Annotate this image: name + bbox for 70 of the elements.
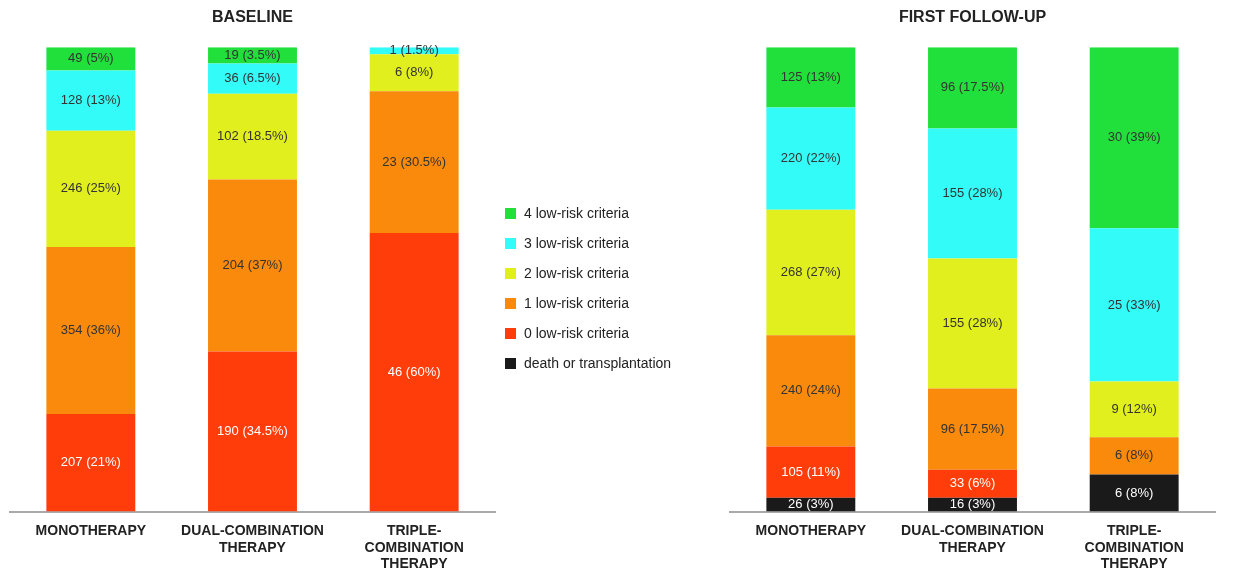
- bar: [766, 107, 856, 210]
- x-tick-label: DUAL-COMBINATION THERAPY: [181, 521, 324, 555]
- data-label: 268 (27%): [780, 264, 841, 280]
- x-tick-label: TRIPLE-COMBINATION THERAPY: [364, 521, 464, 572]
- x-tick-label: DUAL-COMBINATION THERAPY: [901, 521, 1044, 555]
- bar: [928, 47, 1017, 129]
- bar: [1089, 47, 1179, 229]
- data-label: 220 (22%): [780, 150, 841, 166]
- bar: [928, 128, 1017, 259]
- chart-title: BASELINE: [212, 8, 294, 26]
- data-label: 125 (13%): [780, 68, 841, 84]
- bar: [46, 414, 136, 512]
- data-label: 36 (6.5%): [224, 70, 281, 86]
- bar: [369, 232, 459, 512]
- bar: [1089, 381, 1179, 438]
- bar: [369, 91, 459, 233]
- data-label: 354 (36%): [60, 322, 121, 338]
- data-label: 9 (12%): [1111, 401, 1157, 417]
- bar: [766, 335, 856, 447]
- bar: [766, 209, 856, 336]
- legend-label: 0 low-risk criteria: [524, 325, 630, 341]
- bar: [46, 70, 136, 131]
- data-label: 102 (18.5%): [217, 128, 288, 144]
- legend-label: 3 low-risk criteria: [524, 235, 630, 251]
- bar: [928, 388, 1017, 470]
- bar: [1089, 228, 1179, 382]
- data-label: 19 (3.5%): [224, 46, 281, 62]
- data-label: 128 (13%): [60, 92, 121, 108]
- bar: [928, 469, 1017, 498]
- bar: [208, 93, 297, 180]
- bar: [766, 446, 856, 498]
- data-label: 25 (33%): [1107, 296, 1161, 312]
- bar: [766, 47, 856, 108]
- data-label: 49 (5%): [68, 50, 114, 66]
- data-label: 46 (60%): [387, 363, 441, 379]
- x-tick-label: TRIPLE-COMBINATION THERAPY: [1084, 521, 1184, 572]
- data-label: 1 (1.5%): [389, 42, 439, 58]
- bar: [208, 351, 297, 512]
- data-label: 16 (3%): [949, 496, 996, 512]
- data-label: 6 (8%): [395, 64, 434, 80]
- bar: [928, 258, 1017, 389]
- data-label: 155 (28%): [942, 185, 1003, 201]
- data-label: 6 (8%): [1115, 447, 1154, 463]
- data-label: 240 (24%): [780, 382, 841, 398]
- data-label: 26 (3%): [788, 496, 834, 512]
- data-label: 23 (30.5%): [382, 153, 446, 169]
- x-tick-label: MONOTHERAPY: [755, 521, 867, 538]
- legend-label: death or transplantation: [524, 355, 672, 371]
- data-label: 33 (6%): [949, 475, 996, 491]
- bar: [1089, 474, 1179, 512]
- bar: [46, 246, 136, 415]
- data-label: 96 (17.5%): [940, 79, 1005, 95]
- bar: [46, 130, 136, 247]
- bar: [208, 63, 297, 94]
- chart-title: FIRST FOLLOW-UP: [898, 8, 1047, 26]
- data-label: 96 (17.5%): [940, 420, 1005, 436]
- data-label: 6 (8%): [1115, 484, 1154, 500]
- data-label: 204 (37%): [222, 257, 283, 273]
- x-tick-label: MONOTHERAPY: [35, 521, 147, 538]
- data-label: 105 (11%): [781, 463, 841, 479]
- data-label: 190 (34.5%): [217, 423, 288, 439]
- bar: [208, 179, 297, 352]
- data-label: 207 (21%): [60, 454, 121, 470]
- legend-label: 1 low-risk criteria: [524, 295, 630, 311]
- bar: [1089, 437, 1179, 475]
- data-label: 246 (25%): [60, 180, 121, 196]
- data-label: 155 (28%): [942, 315, 1003, 331]
- data-label: 30 (39%): [1107, 129, 1161, 145]
- legend-label: 2 low-risk criteria: [524, 265, 630, 281]
- legend-label: 4 low-risk criteria: [524, 205, 630, 221]
